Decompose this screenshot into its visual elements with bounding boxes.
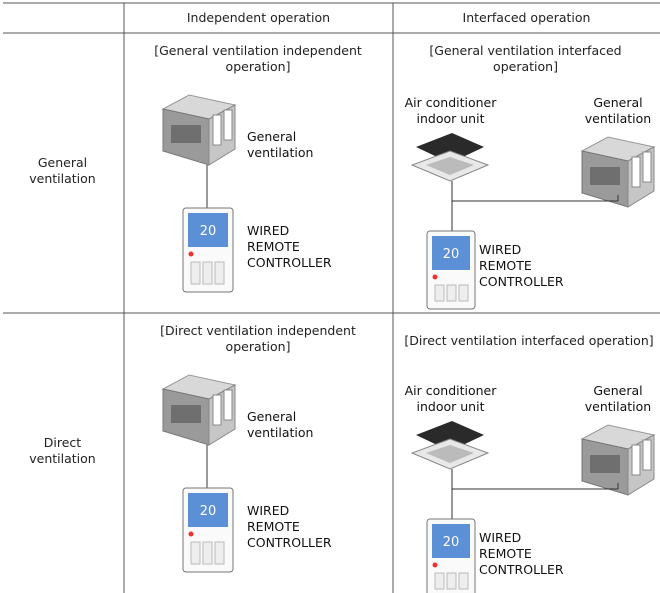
unit-vent bbox=[590, 455, 620, 473]
ventilation-unit bbox=[161, 94, 237, 166]
remote-button bbox=[190, 541, 201, 565]
remote-button bbox=[190, 261, 201, 285]
remote-screen bbox=[432, 524, 470, 558]
remote-controller: 20 bbox=[426, 230, 476, 310]
controller-label: WIRED REMOTE CONTROLLER bbox=[247, 223, 332, 270]
unit-panel bbox=[223, 109, 233, 141]
column-header: Interfaced operation bbox=[462, 10, 591, 25]
remote-display: 20 bbox=[200, 504, 217, 519]
caption: [Direct ventilation interfaced operation… bbox=[404, 333, 654, 348]
remote-controller: 20 bbox=[182, 207, 234, 293]
controller-label: WIRED REMOTE CONTROLLER bbox=[479, 530, 564, 577]
unit-panel bbox=[642, 439, 652, 471]
caption: [General ventilation independent operati… bbox=[154, 43, 362, 74]
remote-led bbox=[188, 531, 194, 537]
ventilation-unit bbox=[580, 136, 656, 208]
remote-screen bbox=[188, 213, 228, 247]
remote-display: 20 bbox=[200, 224, 217, 239]
indoor-unit bbox=[410, 133, 490, 182]
cassette-body bbox=[416, 421, 484, 451]
unit-panel bbox=[223, 389, 233, 421]
cassette-body bbox=[416, 133, 484, 163]
caption: [Direct ventilation independent operatio… bbox=[160, 323, 356, 354]
unit-vent bbox=[171, 125, 201, 143]
indoor-unit-label: Air conditioner indoor unit bbox=[404, 95, 497, 126]
caption: [General ventilation interfaced operatio… bbox=[429, 43, 622, 74]
unit-panel bbox=[212, 394, 222, 426]
row-label: General ventilation bbox=[29, 155, 96, 186]
cassette-grille bbox=[426, 445, 474, 463]
unit-vent bbox=[590, 167, 620, 185]
remote-button bbox=[214, 261, 225, 285]
remote-button bbox=[202, 541, 213, 565]
unit-label: General ventilation bbox=[247, 409, 314, 440]
cassette-grille bbox=[426, 157, 474, 175]
column-header: Independent operation bbox=[186, 10, 331, 25]
remote-display: 20 bbox=[443, 247, 460, 262]
remote-display: 20 bbox=[443, 535, 460, 550]
unit-label: General ventilation bbox=[584, 383, 652, 414]
remote-led bbox=[432, 562, 438, 568]
table-grid bbox=[3, 2, 660, 593]
unit-panel bbox=[212, 114, 222, 146]
remote-controller: 20 bbox=[426, 518, 476, 593]
remote-button bbox=[458, 284, 469, 302]
remote-led bbox=[188, 251, 194, 257]
unit-label: General ventilation bbox=[247, 129, 314, 160]
remote-screen bbox=[188, 493, 228, 527]
remote-led bbox=[432, 274, 438, 280]
remote-controller: 20 bbox=[182, 487, 234, 573]
row-label: Direct ventilation bbox=[29, 435, 96, 466]
ventilation-unit bbox=[161, 374, 237, 446]
remote-button bbox=[434, 572, 445, 590]
remote-screen bbox=[432, 236, 470, 270]
indoor-unit bbox=[410, 421, 490, 470]
controller-label: WIRED REMOTE CONTROLLER bbox=[247, 503, 332, 550]
unit-label: General ventilation bbox=[584, 95, 652, 126]
ventilation-unit bbox=[580, 424, 656, 496]
unit-panel bbox=[631, 444, 641, 476]
controller-label: WIRED REMOTE CONTROLLER bbox=[479, 242, 564, 289]
indoor-unit-label: Air conditioner indoor unit bbox=[404, 383, 497, 414]
remote-button bbox=[434, 284, 445, 302]
remote-button bbox=[458, 572, 469, 590]
unit-vent bbox=[171, 405, 201, 423]
remote-button bbox=[214, 541, 225, 565]
remote-button bbox=[446, 284, 457, 302]
unit-panel bbox=[642, 151, 652, 183]
remote-button bbox=[202, 261, 213, 285]
unit-panel bbox=[631, 156, 641, 188]
remote-button bbox=[446, 572, 457, 590]
